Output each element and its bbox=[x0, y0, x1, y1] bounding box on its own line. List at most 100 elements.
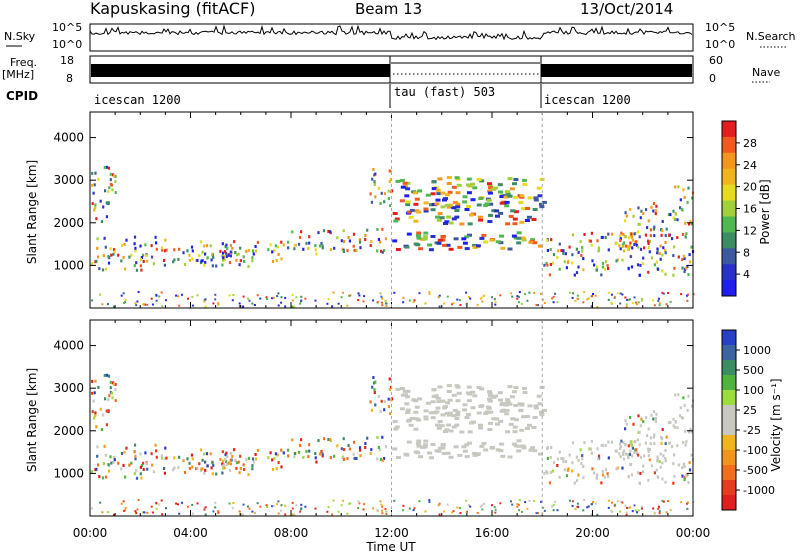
velocity-cell bbox=[440, 446, 446, 450]
power-cell bbox=[402, 301, 405, 304]
power-cell bbox=[428, 291, 431, 294]
power-cell bbox=[384, 237, 388, 241]
velocity-cell bbox=[376, 436, 379, 439]
velocity-cell bbox=[640, 507, 643, 510]
power-cell bbox=[590, 305, 593, 308]
velocity-cell bbox=[99, 501, 102, 504]
power-cell bbox=[481, 300, 484, 303]
power-cell bbox=[135, 261, 138, 265]
velocity-cell bbox=[640, 505, 643, 508]
velocity-cell bbox=[654, 420, 657, 424]
power-cell bbox=[487, 189, 492, 193]
velocity-cell bbox=[464, 416, 470, 419]
velocity-cell bbox=[581, 457, 584, 461]
velocity-cell bbox=[178, 512, 181, 515]
power-cell bbox=[573, 273, 576, 277]
velocity-cell bbox=[222, 464, 225, 468]
velocity-cell bbox=[476, 411, 482, 415]
velocity-cell bbox=[183, 470, 187, 474]
power-cell bbox=[624, 235, 627, 238]
power-cell bbox=[123, 302, 126, 304]
power-cell bbox=[571, 292, 574, 295]
velocity-cell bbox=[582, 476, 585, 480]
velocity-cell bbox=[424, 510, 427, 513]
power-cell bbox=[221, 242, 224, 246]
velocity-cell bbox=[495, 422, 500, 426]
freq-tick-bottom: 8 bbox=[66, 72, 73, 85]
power-cell bbox=[94, 171, 97, 175]
power-cell bbox=[619, 239, 622, 242]
power-cell bbox=[642, 256, 645, 260]
velocity-cell bbox=[652, 435, 655, 439]
power-cell bbox=[374, 172, 377, 176]
power-cell bbox=[142, 260, 145, 263]
power-cell bbox=[627, 236, 630, 240]
power-cell bbox=[582, 268, 585, 272]
power-cell bbox=[348, 294, 351, 297]
velocity-cell bbox=[571, 441, 575, 445]
velocity-cell bbox=[204, 468, 207, 472]
power-cell bbox=[478, 218, 484, 222]
velocity-cell bbox=[280, 465, 283, 469]
velocity-cell bbox=[349, 502, 352, 505]
power-cell bbox=[593, 263, 596, 267]
velocity-cell bbox=[631, 446, 634, 450]
velocity-cell bbox=[505, 430, 511, 434]
power-cell bbox=[224, 245, 227, 249]
velocity-cell bbox=[563, 468, 566, 472]
power-cell bbox=[440, 238, 446, 242]
velocity-cell bbox=[400, 393, 406, 397]
velocity-cell bbox=[372, 376, 375, 379]
power-cell bbox=[444, 203, 450, 207]
velocity-cell bbox=[92, 399, 95, 403]
velocity-cell bbox=[196, 502, 199, 505]
velocity-cell bbox=[512, 425, 518, 429]
velocity-cell bbox=[300, 508, 302, 511]
cpid-mode-2: tau (fast) 503 bbox=[394, 85, 495, 99]
power-cell bbox=[556, 249, 560, 253]
power-cell bbox=[677, 255, 680, 259]
colorbar-frame bbox=[721, 329, 737, 511]
velocity-cell bbox=[435, 396, 441, 400]
velocity-cell bbox=[601, 443, 604, 447]
velocity-cell bbox=[631, 454, 634, 458]
power-cell bbox=[120, 294, 123, 297]
velocity-cell bbox=[328, 438, 332, 442]
power-cell bbox=[238, 263, 241, 267]
velocity-cell bbox=[342, 499, 345, 502]
power-cell bbox=[376, 249, 379, 253]
power-cell bbox=[120, 244, 124, 247]
velocity-cell bbox=[665, 511, 668, 514]
velocity-cell bbox=[370, 408, 373, 412]
velocity-cell bbox=[596, 513, 599, 516]
power-cell bbox=[677, 185, 680, 189]
power-cell bbox=[291, 305, 294, 308]
velocity-cell bbox=[627, 455, 630, 459]
velocity-cell bbox=[431, 411, 437, 414]
velocity-cell bbox=[333, 454, 336, 458]
velocity-cell bbox=[618, 442, 622, 446]
velocity-cell bbox=[603, 475, 607, 479]
power-cell bbox=[512, 217, 518, 221]
velocity-cell bbox=[133, 443, 137, 447]
power-cell bbox=[424, 302, 427, 305]
power-cell bbox=[453, 237, 459, 241]
velocity-cell bbox=[634, 509, 637, 512]
power-cell bbox=[265, 296, 268, 299]
velocity-cell bbox=[642, 464, 645, 468]
velocity-cell bbox=[110, 391, 113, 395]
velocity-cell bbox=[664, 442, 667, 446]
power-cell bbox=[532, 241, 538, 245]
velocity-cell bbox=[225, 451, 228, 455]
colorbar-swatch bbox=[722, 420, 736, 436]
velocity-cell bbox=[381, 509, 383, 512]
velocity-cell bbox=[291, 501, 294, 504]
velocity-cell bbox=[95, 425, 98, 429]
power-cell bbox=[384, 302, 387, 305]
velocity-cell bbox=[674, 420, 677, 424]
power-cell bbox=[370, 200, 373, 204]
velocity-cell bbox=[404, 402, 410, 406]
power-cell bbox=[93, 208, 96, 212]
velocity-cell bbox=[160, 499, 163, 502]
